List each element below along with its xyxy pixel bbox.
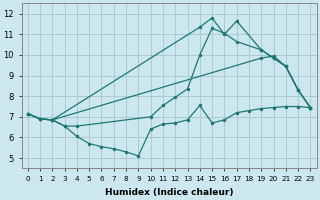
X-axis label: Humidex (Indice chaleur): Humidex (Indice chaleur)	[105, 188, 233, 197]
